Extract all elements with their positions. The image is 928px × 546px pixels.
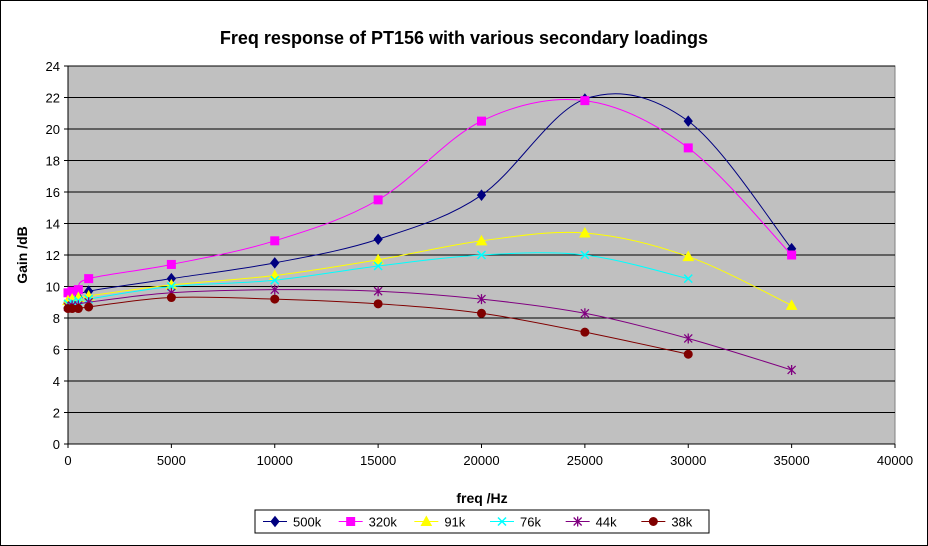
legend-marker-91k — [420, 515, 433, 526]
legend-marker-44k — [573, 516, 583, 527]
data-point — [580, 250, 590, 260]
data-point — [683, 274, 693, 284]
data-point — [477, 308, 486, 318]
data-point — [270, 275, 280, 285]
x-axis-ticks: 0 5000 10000 15000 20000 25000 30000 35000 40000 — [64, 444, 913, 468]
legend-label-320k: 320k — [369, 515, 398, 530]
y-tick-label: 8 — [53, 311, 60, 326]
x-tick-label: 35000 — [774, 453, 810, 468]
data-point — [787, 250, 797, 260]
data-point — [166, 293, 176, 303]
x-axis-label: freq /Hz — [456, 490, 507, 506]
y-tick-label: 14 — [46, 217, 60, 232]
data-point — [476, 189, 487, 201]
data-point — [477, 294, 486, 305]
legend-marker-320k — [346, 517, 356, 526]
gridlines — [68, 65, 895, 413]
y-tick-label: 18 — [46, 154, 60, 169]
data-point — [580, 308, 590, 319]
x-tick-label: 40000 — [877, 453, 913, 468]
data-point — [476, 250, 487, 260]
data-point — [166, 259, 176, 269]
legend-label-38k: 38k — [671, 515, 692, 530]
data-point — [73, 304, 83, 314]
series-320k — [63, 96, 797, 298]
data-point — [372, 253, 384, 265]
data-point — [84, 302, 94, 312]
y-tick-label: 6 — [53, 343, 60, 358]
data-point — [373, 286, 383, 297]
series-layer — [62, 93, 798, 375]
legend-marker-500k — [270, 515, 280, 528]
legend-box — [254, 509, 710, 534]
legend-label-500k: 500k — [293, 515, 322, 530]
x-tick-label: 0 — [64, 453, 71, 468]
data-point — [785, 299, 798, 310]
data-point — [683, 333, 693, 344]
data-point — [580, 327, 590, 337]
x-tick-label: 10000 — [257, 453, 293, 468]
y-tick-label: 0 — [53, 437, 60, 452]
data-point — [682, 250, 695, 262]
legend-label-44k: 44k — [596, 515, 617, 530]
y-tick-label: 2 — [53, 406, 60, 421]
data-point — [683, 143, 693, 153]
data-point — [787, 364, 797, 375]
x-tick-label: 15000 — [360, 453, 396, 468]
data-point — [475, 234, 488, 246]
data-point — [477, 116, 486, 126]
data-point — [84, 274, 94, 284]
data-point — [373, 195, 383, 205]
series-38k — [63, 293, 693, 359]
data-point — [166, 281, 176, 292]
legend-label-91k: 91k — [444, 515, 465, 530]
x-tick-label: 5000 — [157, 453, 186, 468]
y-axis-label: Gain /dB — [14, 226, 30, 284]
data-point — [270, 236, 280, 246]
legend-label-76k: 76k — [520, 515, 541, 530]
y-tick-label: 22 — [46, 91, 60, 106]
y-tick-label: 16 — [46, 185, 60, 200]
data-point — [270, 294, 280, 304]
y-tick-label: 12 — [46, 248, 60, 263]
y-tick-label: 4 — [53, 374, 60, 389]
y-tick-label: 10 — [46, 280, 60, 295]
data-point — [683, 349, 693, 359]
data-point — [270, 257, 280, 269]
chart-title: Freq response of PT156 with various seco… — [220, 28, 708, 48]
y-tick-label: 24 — [46, 59, 60, 74]
data-point — [373, 261, 383, 271]
data-point — [579, 226, 591, 238]
data-point — [683, 115, 693, 127]
data-point — [373, 299, 383, 309]
x-tick-label: 20000 — [463, 453, 499, 468]
legend: 500k 320k 91k 76k 44k 38k — [254, 509, 710, 534]
y-tick-label: 20 — [46, 122, 60, 137]
x-tick-label: 25000 — [567, 453, 603, 468]
legend-marker-38k — [648, 517, 658, 526]
legend-marker-76k — [497, 516, 507, 527]
data-point — [373, 233, 383, 246]
data-point — [580, 96, 590, 106]
x-tick-label: 30000 — [670, 453, 706, 468]
data-point — [270, 284, 280, 295]
